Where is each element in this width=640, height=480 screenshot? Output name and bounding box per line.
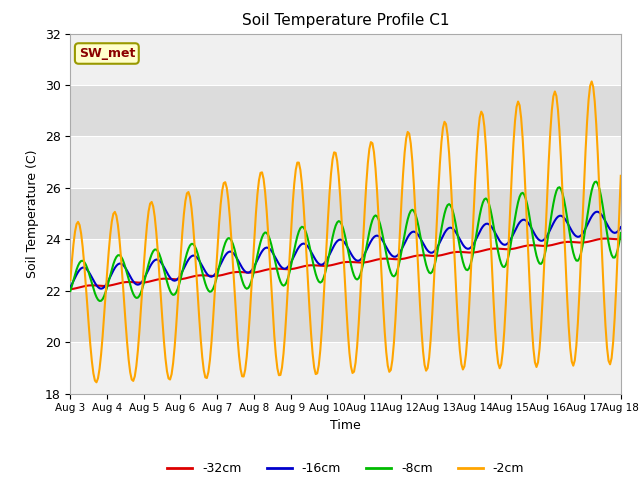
Bar (70, 342, 621, 394)
Bar (70, 34, 621, 85)
Bar (70, 240, 621, 291)
Y-axis label: Soil Temperature (C): Soil Temperature (C) (26, 149, 39, 278)
Legend: -32cm, -16cm, -8cm, -2cm: -32cm, -16cm, -8cm, -2cm (162, 457, 529, 480)
Text: SW_met: SW_met (79, 47, 135, 60)
Bar (70, 188, 621, 240)
Title: Soil Temperature Profile C1: Soil Temperature Profile C1 (242, 13, 449, 28)
Bar (70, 85, 621, 136)
Bar (70, 136, 621, 188)
Bar (70, 291, 621, 342)
X-axis label: Time: Time (330, 419, 361, 432)
